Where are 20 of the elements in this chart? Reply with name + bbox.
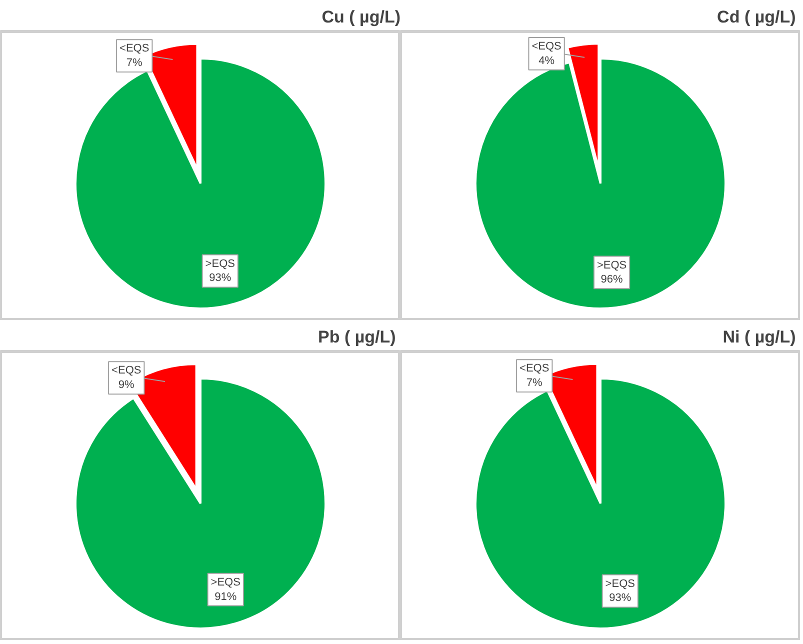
slice-label: >EQS — [596, 259, 627, 272]
slice-label: >EQS — [605, 578, 635, 590]
data-label: 4% — [538, 54, 555, 67]
slice-label: <EQS — [532, 40, 562, 53]
text: Cu ( µg/L) — [322, 8, 400, 26]
data-label: 7% — [526, 377, 543, 390]
slice-label: <EQS — [120, 42, 150, 55]
chart-title: Cd ( µg/L) — [717, 8, 796, 26]
text: Ni ( µg/L) — [722, 328, 796, 346]
data-label: 91% — [214, 590, 237, 603]
data-label: 9% — [118, 379, 135, 392]
slice-label: <EQS — [112, 364, 142, 377]
data-label: 93% — [609, 592, 632, 604]
slice-label: >EQS — [210, 576, 240, 588]
data-label: 7% — [126, 57, 143, 70]
slice-label: <EQS — [520, 362, 550, 375]
data-label: 96% — [600, 274, 624, 286]
chart-title: Pb ( µg/L) — [318, 328, 396, 346]
slice-label: >EQS — [205, 258, 235, 270]
data-label: 93% — [209, 272, 232, 284]
